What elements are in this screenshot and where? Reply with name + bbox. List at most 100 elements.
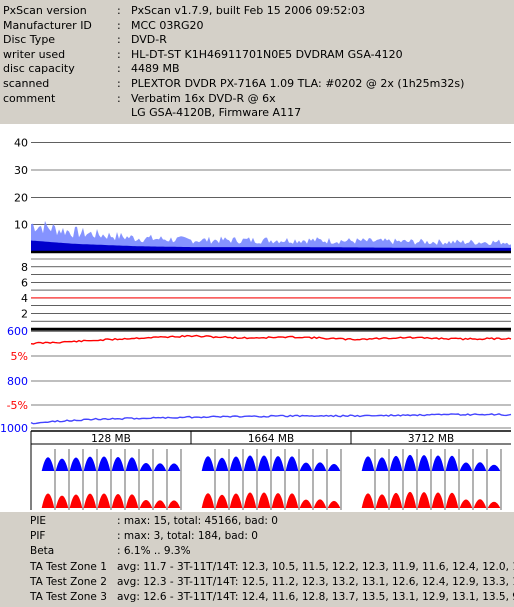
beta-tick-label: 5%: [11, 350, 28, 363]
ta-peak-bottom: [97, 493, 111, 508]
ta-peak-bottom: [271, 493, 285, 508]
ta-peak-bottom: [375, 494, 389, 508]
ta-peak-bottom: [55, 495, 69, 508]
info-colon: :: [117, 33, 121, 47]
ta-peak-bottom: [459, 499, 473, 508]
info-value: HL-DT-ST K1H46911701N0E5 DVDRAM GSA-4120: [131, 47, 403, 61]
chart-background: [0, 124, 514, 512]
info-label: comment: [3, 91, 56, 105]
ta-peak-top: [125, 457, 139, 471]
ta-peak-bottom: [299, 499, 313, 508]
pie-core-area: [31, 240, 511, 252]
pie-tick-label: 10: [14, 219, 28, 232]
ta-peak-top: [215, 457, 229, 471]
info-colon: :: [117, 18, 121, 32]
ta-peak-top: [459, 462, 473, 471]
ta-peak-bottom: [111, 493, 125, 508]
info-value: 4489 MB: [131, 62, 180, 76]
ta-peak-bottom: [285, 493, 299, 508]
ta-peak-top: [139, 462, 153, 471]
ta-peak-top: [431, 455, 445, 471]
ta-peak-bottom: [229, 493, 243, 508]
ta-peak-top: [229, 456, 243, 471]
ta-peak-top: [97, 456, 111, 471]
ta-zone-label: 128 MB: [91, 433, 131, 445]
info-colon: :: [117, 62, 121, 76]
ta-peak-bottom: [41, 493, 55, 508]
ta-peak-bottom: [417, 492, 431, 508]
ta-peak-bottom: [69, 494, 83, 508]
info-value: DVD-R: [131, 33, 167, 47]
ta-peak-top: [313, 462, 327, 471]
ta-peak-top: [403, 454, 417, 471]
ta-peak-bottom: [243, 492, 257, 508]
ta-peak-top: [271, 456, 285, 471]
info-value: PLEXTOR DVDR PX-716A 1.09 TLA: #0202 @ 2…: [131, 77, 465, 90]
ta-peak-top: [327, 463, 341, 471]
beta-tick-label: 600: [7, 325, 28, 338]
ta-peak-bottom: [215, 494, 229, 508]
info-label: disc capacity: [3, 62, 75, 76]
scan-statistics: PIE: max: 15, total: 45166, bad: 0 PIF: m…: [0, 512, 514, 607]
ta-peak-top: [55, 458, 69, 471]
ta-peak-top: [243, 455, 257, 471]
info-label: Manufacturer ID: [3, 18, 92, 32]
y-axis-background: [0, 124, 31, 512]
ta-peak-top: [201, 456, 215, 471]
pif-tick-label: 4: [21, 292, 28, 305]
ta-peak-top: [83, 456, 97, 471]
ta-peak-top: [473, 462, 487, 471]
ta-peak-top: [375, 457, 389, 471]
stat-label: Beta: [30, 545, 55, 558]
ta-peak-top: [285, 456, 299, 471]
ta-peak-top: [487, 464, 501, 471]
stat-value: avg: 12.6 - 3T-11T/14T: 12.4, 11.6, 12.8…: [117, 591, 514, 603]
info-value: MCC 03RG20: [131, 18, 204, 32]
ta-peak-bottom: [201, 493, 215, 508]
ta-peak-top: [167, 463, 181, 471]
ta-peak-bottom: [473, 499, 487, 508]
ta-peak-bottom: [361, 493, 375, 508]
ta-peak-bottom: [431, 492, 445, 508]
ta-peak-bottom: [487, 501, 501, 508]
ta-peak-bottom: [327, 500, 341, 508]
stat-value: avg: 11.7 - 3T-11T/14T: 12.3, 10.5, 11.5…: [117, 560, 514, 573]
beta-tick-label: -5%: [7, 399, 28, 412]
ta-peak-bottom: [445, 492, 459, 508]
beta-tick-label: 800: [7, 375, 28, 388]
ta-peak-bottom: [313, 499, 327, 508]
ta-peak-top: [361, 456, 375, 471]
info-value: PxScan v1.7.9, built Feb 15 2006 09:52:0…: [131, 4, 366, 17]
disc-info-panel: PxScan version: PxScan v1.7.9, built Feb …: [0, 0, 514, 124]
pie-area: [31, 220, 511, 252]
stat-value: : 6.1% .. 9.3%: [117, 545, 191, 558]
ta-peak-top: [111, 456, 125, 471]
stat-value: avg: 12.3 - 3T-11T/14T: 12.5, 11.2, 12.3…: [117, 575, 514, 588]
pif-tick-label: 2: [21, 307, 28, 320]
info-label: writer used: [3, 47, 66, 61]
stat-label: PIE: [30, 515, 47, 527]
info-colon: :: [117, 91, 121, 105]
scan-chart: 10 20 30 40 2 4 6 8 600 5% 800 -5% 1000 128 MB 1664 MB…: [0, 124, 514, 512]
jitter-line: [30, 413, 512, 425]
beta-line: [30, 334, 512, 345]
info-value: LG GSA-4120B, Firmware A117: [131, 106, 302, 120]
ta-peak-top: [41, 457, 55, 471]
ta-peak-top: [299, 462, 313, 471]
info-colon: :: [117, 77, 121, 90]
ta-peak-top: [389, 455, 403, 471]
ta-peak-top: [417, 455, 431, 471]
ta-zone-label: 3712 MB: [408, 433, 454, 445]
pif-tick-label: 8: [21, 261, 28, 274]
info-colon: :: [117, 47, 121, 61]
ta-peak-bottom: [167, 500, 181, 508]
ta-peak-bottom: [153, 500, 167, 508]
ta-peak-bottom: [257, 492, 271, 508]
ta-peak-bottom: [139, 499, 153, 508]
pif-tick-label: 6: [21, 276, 28, 289]
pie-tick-label: 40: [14, 137, 28, 150]
info-label: PxScan version: [3, 4, 87, 17]
ta-peak-bottom: [389, 492, 403, 508]
stat-label: TA Test Zone 1: [30, 560, 107, 573]
stat-value: : max: 15, total: 45166, bad: 0: [117, 515, 278, 527]
